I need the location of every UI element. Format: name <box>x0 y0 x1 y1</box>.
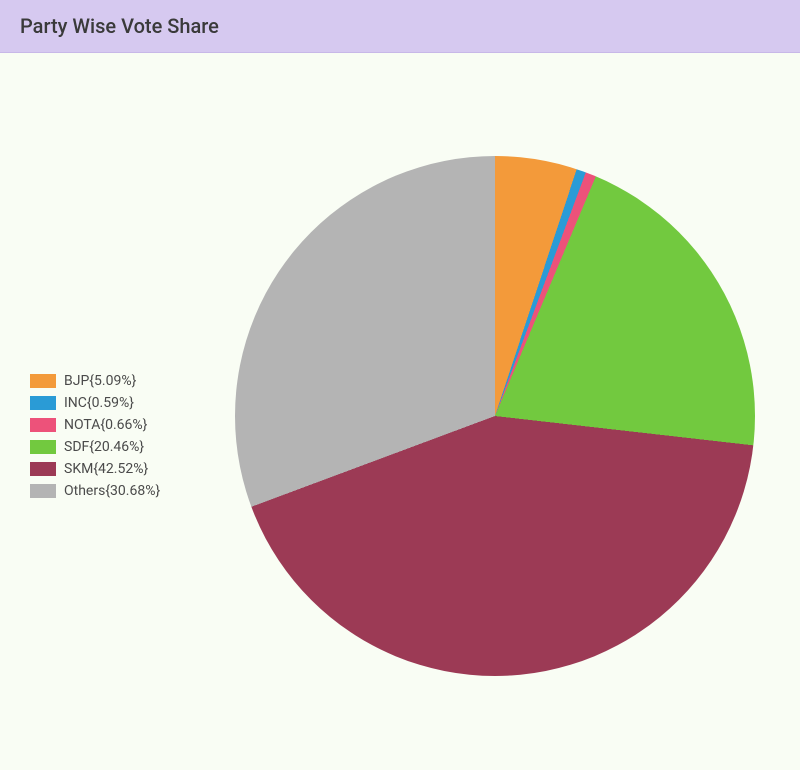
legend-label: BJP{5.09%} <box>64 373 136 389</box>
chart-header: Party Wise Vote Share <box>0 0 800 53</box>
legend-label: Others{30.68%} <box>64 483 160 499</box>
legend-item: BJP{5.09%} <box>30 373 220 389</box>
chart-title: Party Wise Vote Share <box>20 14 780 38</box>
legend-item: INC{0.59%} <box>30 395 220 411</box>
chart-area: BJP{5.09%} INC{0.59%} NOTA{0.66%} SDF{20… <box>0 53 800 768</box>
legend-swatch <box>30 462 56 476</box>
legend-item: NOTA{0.66%} <box>30 417 220 433</box>
legend-swatch <box>30 440 56 454</box>
legend-item: Others{30.68%} <box>30 483 220 499</box>
legend-label: SDF{20.46%} <box>64 439 144 455</box>
legend-label: SKM{42.52%} <box>64 461 148 477</box>
legend-item: SKM{42.52%} <box>30 461 220 477</box>
chart-legend: BJP{5.09%} INC{0.59%} NOTA{0.66%} SDF{20… <box>30 333 220 499</box>
legend-swatch <box>30 418 56 432</box>
legend-swatch <box>30 396 56 410</box>
legend-swatch <box>30 484 56 498</box>
pie-container <box>220 156 770 676</box>
legend-label: INC{0.59%} <box>64 395 134 411</box>
legend-swatch <box>30 374 56 388</box>
legend-item: SDF{20.46%} <box>30 439 220 455</box>
pie-chart <box>235 156 755 676</box>
legend-label: NOTA{0.66%} <box>64 417 147 433</box>
